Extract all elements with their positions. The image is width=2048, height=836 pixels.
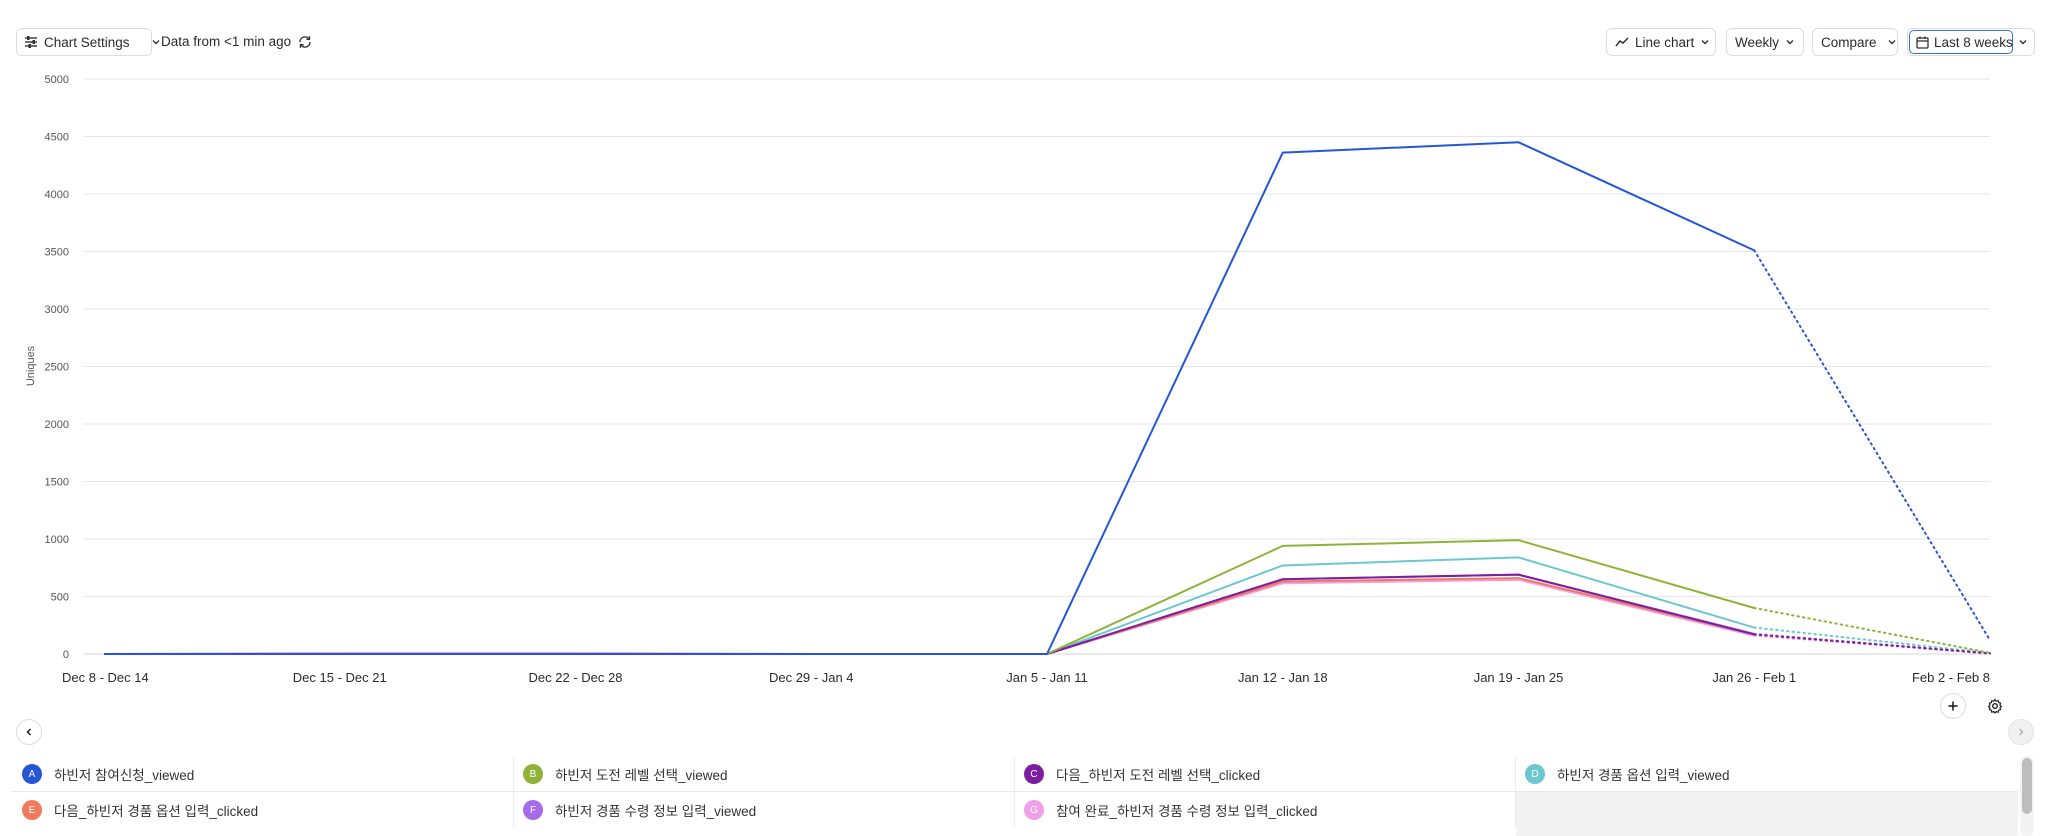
gear-icon bbox=[1987, 698, 2003, 714]
line-chart: 0 500 1000 1500 2000 2500 3000 3500 4000 4500 5000… bbox=[25, 74, 1991, 685]
series-b bbox=[104, 539, 1991, 655]
legend-series-badge: B bbox=[523, 764, 543, 784]
chart-toolbar: Chart Settings Data from <1 min ago Line… bbox=[0, 0, 2048, 84]
legend-item-label: 참여 완료_하빈저 경품 수령 정보 입력_clicked bbox=[1056, 804, 1318, 819]
legend-row-divider bbox=[12, 791, 2018, 792]
series-d bbox=[104, 556, 1991, 655]
line-chart-icon bbox=[1615, 37, 1629, 47]
y-axis-label: Uniques bbox=[25, 345, 37, 386]
y-tick-label: 4500 bbox=[45, 132, 69, 144]
chart-options-button[interactable] bbox=[1982, 693, 2008, 719]
legend-item-e[interactable]: E 다음_하빈저 경품 옵션 입력_clicked bbox=[12, 793, 513, 827]
y-tick-label: 1500 bbox=[45, 477, 69, 489]
series-line-incomplete-a[interactable] bbox=[1753, 249, 1991, 642]
legend-item-g[interactable]: G 참여 완료_하빈저 경품 수령 정보 입력_clicked bbox=[1014, 793, 1515, 827]
y-tick-label: 4000 bbox=[45, 189, 69, 201]
legend-column-divider bbox=[513, 756, 514, 828]
legend-series-badge: F bbox=[523, 800, 543, 820]
y-tick-label: 2500 bbox=[45, 362, 69, 374]
y-tick-label: 3000 bbox=[45, 304, 69, 316]
series-line-incomplete-d[interactable] bbox=[1753, 626, 1991, 655]
y-tick-label: 3500 bbox=[45, 247, 69, 259]
calendar-icon bbox=[1916, 36, 1929, 49]
legend-item-label: 다음_하빈저 경품 옵션 입력_clicked bbox=[54, 804, 259, 819]
chevron-down-icon bbox=[1701, 40, 1709, 45]
data-freshness-text: Data from <1 min ago bbox=[161, 34, 292, 49]
legend-item-f[interactable]: F 하빈저 경품 수령 정보 입력_viewed bbox=[513, 793, 1014, 827]
chart-type-button[interactable]: Line chart bbox=[1606, 28, 1716, 56]
plus-icon bbox=[1948, 701, 1958, 711]
date-range-label: Last 8 weeks bbox=[1934, 34, 2013, 50]
refresh-icon[interactable] bbox=[297, 34, 313, 50]
y-tick-label: 5000 bbox=[45, 74, 69, 86]
date-range-button[interactable]: Last 8 weeks bbox=[1907, 28, 2035, 56]
legend-item-a[interactable]: A 하빈저 참여신청_viewed bbox=[12, 757, 513, 791]
chevron-down-icon bbox=[1786, 40, 1794, 45]
series-g bbox=[103, 578, 1991, 655]
series-a bbox=[104, 141, 1991, 655]
chart-type-label: Line chart bbox=[1635, 34, 1695, 50]
y-tick-label: 2000 bbox=[45, 419, 69, 431]
legend-column-divider bbox=[1014, 756, 1015, 828]
series-line-incomplete-g[interactable] bbox=[1753, 634, 1991, 655]
legend-item-label: 하빈저 참여신청_viewed bbox=[54, 768, 195, 783]
add-button[interactable] bbox=[1940, 693, 1966, 719]
legend-series-badge: D bbox=[1525, 764, 1545, 784]
series-line-incomplete-f[interactable] bbox=[1753, 632, 1991, 655]
sliders-icon bbox=[25, 36, 37, 48]
legend-item-d[interactable]: D 하빈저 경품 옵션 입력_viewed bbox=[1515, 757, 2016, 791]
legend-item-c[interactable]: C 다음_하빈저 도전 레벨 선택_clicked bbox=[1014, 757, 1515, 791]
legend-scrollbar-thumb[interactable] bbox=[2022, 758, 2032, 814]
chart-settings-button[interactable]: Chart Settings bbox=[16, 28, 160, 56]
x-tick-label: Dec 22 - Dec 28 bbox=[529, 670, 623, 685]
legend-next-button[interactable] bbox=[2008, 719, 2034, 745]
legend-column-divider bbox=[1515, 756, 1516, 828]
legend-item-b[interactable]: B 하빈저 도전 레벨 선택_viewed bbox=[513, 757, 1014, 791]
legend-series-badge: G bbox=[1024, 800, 1044, 820]
legend-scrollbar[interactable] bbox=[2020, 756, 2034, 836]
x-tick-label: Dec 8 - Dec 14 bbox=[62, 670, 149, 685]
series-line-e[interactable] bbox=[104, 577, 1755, 655]
series-line-g[interactable] bbox=[103, 578, 1755, 655]
legend-item-label: 다음_하빈저 도전 레벨 선택_clicked bbox=[1056, 768, 1261, 783]
interval-button[interactable]: Weekly bbox=[1726, 28, 1804, 56]
chevron-left-icon bbox=[26, 728, 32, 736]
legend-item-label: 하빈저 도전 레벨 선택_viewed bbox=[555, 768, 728, 783]
chevron-down-icon[interactable] bbox=[151, 37, 161, 47]
legend-series-badge: E bbox=[22, 800, 42, 820]
y-tick-label: 1000 bbox=[45, 534, 69, 546]
legend-series-badge: A bbox=[22, 764, 42, 784]
chart-settings-label: Chart Settings bbox=[44, 34, 130, 50]
x-tick-label: Jan 19 - Jan 25 bbox=[1474, 670, 1564, 685]
legend-series-badge: C bbox=[1024, 764, 1044, 784]
series-line-f[interactable] bbox=[104, 573, 1755, 655]
chevron-down-icon bbox=[1888, 40, 1896, 45]
chart-legend: A 하빈저 참여신청_viewed B 하빈저 도전 레벨 선택_viewed C 다음_… bbox=[12, 756, 2018, 836]
y-tick-label: 500 bbox=[51, 592, 69, 604]
series-line-incomplete-b[interactable] bbox=[1753, 607, 1991, 654]
x-tick-label: Dec 15 - Dec 21 bbox=[293, 670, 387, 685]
series-e bbox=[104, 577, 1991, 655]
compare-button[interactable]: Compare bbox=[1812, 28, 1898, 56]
x-tick-label: Jan 26 - Feb 1 bbox=[1712, 670, 1796, 685]
series-line-c[interactable] bbox=[104, 573, 1755, 655]
chevron-down-icon[interactable] bbox=[2018, 37, 2028, 47]
legend-prev-button[interactable] bbox=[16, 719, 42, 745]
x-tick-label: Jan 5 - Jan 11 bbox=[1006, 670, 1087, 685]
legend-empty-cell bbox=[1516, 792, 2018, 836]
series-line-incomplete-c[interactable] bbox=[1753, 633, 1991, 655]
interval-label: Weekly bbox=[1735, 34, 1780, 50]
y-tick-label: 0 bbox=[63, 649, 69, 661]
x-tick-label: Jan 12 - Jan 18 bbox=[1238, 670, 1328, 685]
series-line-a[interactable] bbox=[104, 141, 1755, 655]
x-tick-label: Dec 29 - Jan 4 bbox=[769, 670, 854, 685]
legend-item-label: 하빈저 경품 수령 정보 입력_viewed bbox=[555, 804, 757, 819]
x-tick-label: Feb 2 - Feb 8 bbox=[1912, 670, 1990, 685]
legend-item-label: 하빈저 경품 옵션 입력_viewed bbox=[1557, 768, 1730, 783]
chevron-right-icon bbox=[2018, 728, 2024, 736]
series-line-d[interactable] bbox=[104, 556, 1755, 655]
compare-label: Compare bbox=[1821, 34, 1877, 50]
